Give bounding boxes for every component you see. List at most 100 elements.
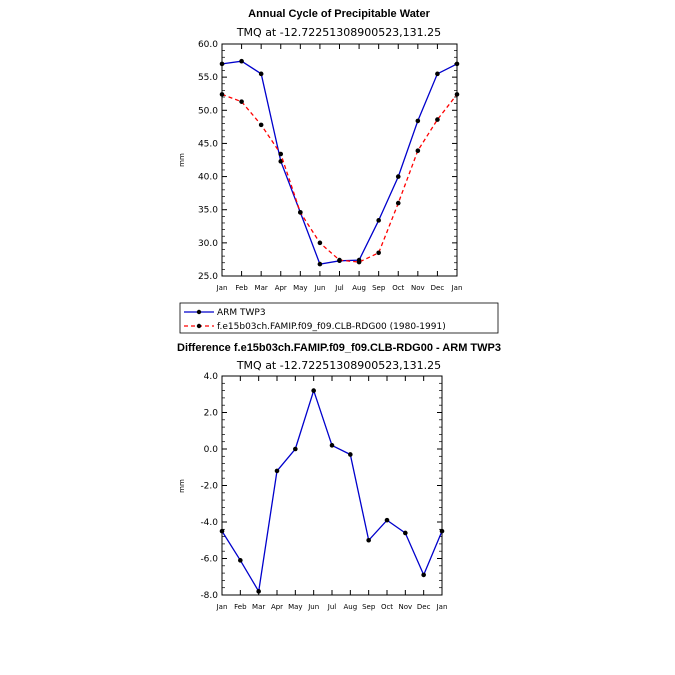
- chart2-ytick-label: -2.0: [200, 482, 218, 492]
- chart2-xtick-label: Jun: [307, 603, 319, 611]
- chart1-series-0-point: [376, 218, 381, 223]
- chart2-xtick-label: Dec: [417, 603, 431, 611]
- chart1-series-0-point: [239, 58, 244, 64]
- chart1-series-1-point: [356, 259, 362, 265]
- chart1-series-0-point: [278, 159, 284, 164]
- chart2-xtick-label: Jan: [436, 603, 448, 611]
- chart1-series-0-point: [317, 261, 323, 267]
- chart1-xtick-label: Jul: [334, 284, 344, 292]
- chart1-xtick-label: Feb: [235, 284, 248, 292]
- chart1-xtick-label: Jan: [451, 284, 463, 292]
- chart1-x-axis: Jan Feb Mar Apr May Jun Jul Aug Sep Oct Nov Dec Jan: [216, 44, 463, 292]
- chart1-series-0-point: [258, 71, 264, 77]
- chart1-series-1-point: [239, 99, 244, 104]
- chart1-series-0-point: [415, 118, 421, 124]
- chart1-series-1-point: [415, 148, 421, 154]
- chart2-xtick-label: Jul: [327, 603, 337, 611]
- chart1-series-1-point: [454, 92, 460, 97]
- chart1-xtick-label: Jun: [313, 284, 325, 292]
- chart2-series-0-point: [384, 517, 390, 523]
- chart1-series-0-point: [395, 174, 401, 179]
- chart2-series-line-0: [221, 388, 443, 594]
- chart1-series-line-0: [221, 60, 458, 265]
- legend-label-model: f.e15b03ch.FAMIP.f09_f09.CLB-RDG00 (1980…: [217, 322, 446, 332]
- chart2-y-axis: -8.0 -6.0 -4.0 -2.0 0.0 2.0 4.0: [200, 372, 442, 601]
- chart1-series-1-point: [376, 250, 381, 256]
- chart2-xtick-label: Apr: [271, 603, 283, 611]
- chart1-y-axis: 25.0 30.0 35.0 40.0 45.0 50.0 55.0 60.0: [198, 40, 457, 282]
- chart1-subtitle: TMQ at -12.72251308900523,131.25: [236, 26, 441, 39]
- chart2-xtick-label: Feb: [234, 603, 247, 611]
- chart1-xtick-label: Aug: [352, 284, 366, 292]
- chart1-series-0-point: [435, 71, 440, 77]
- chart1-xtick-label: Dec: [431, 284, 445, 292]
- chart1-xtick-label: May: [293, 284, 307, 292]
- chart1-series-1-point: [317, 240, 323, 246]
- chart2-xtick-label: May: [288, 603, 302, 611]
- chart1-series-0-point: [219, 61, 225, 67]
- chart2-x-axis: Jan Feb Mar Apr May Jun Jul Aug Sep Oct Nov Dec Jan: [216, 376, 448, 611]
- chart1-ytick-label: 35.0: [198, 206, 218, 216]
- chart1-series-0-point: [454, 61, 460, 67]
- chart2-xtick-label: Oct: [381, 603, 393, 611]
- chart2-xtick-label: Mar: [252, 603, 265, 611]
- chart1-ytick-label: 30.0: [198, 239, 218, 249]
- chart1-ytick-label: 45.0: [198, 139, 218, 149]
- chart2-series-0-point: [421, 572, 426, 578]
- chart1-series-1-point: [258, 122, 264, 128]
- chart2-series-0-point: [256, 589, 261, 594]
- chart2-series-0-point: [366, 537, 371, 543]
- chart2-subtitle: TMQ at -12.72251308900523,131.25: [236, 359, 441, 372]
- chart1-ytick-label: 50.0: [198, 106, 218, 116]
- chart2-series: [219, 388, 445, 594]
- chart1-series-1-point: [278, 151, 284, 157]
- chart1-ytick-label: 60.0: [198, 40, 218, 50]
- chart2-series-0-point: [238, 558, 243, 563]
- chart1-ylabel: mm: [178, 153, 186, 167]
- legend-box: [179, 302, 499, 334]
- chart2-ytick-label: 2.0: [204, 409, 219, 419]
- chart2-xtick-label: Aug: [343, 603, 357, 611]
- chart1-series-1-point: [395, 200, 401, 206]
- chart2-title: Difference f.e15b03ch.FAMIP.f09_f09.CLB-…: [177, 342, 501, 354]
- chart1-xtick-label: Oct: [392, 284, 404, 292]
- chart1-xtick-label: Apr: [275, 284, 287, 292]
- chart1-series-1-point: [298, 210, 303, 215]
- chart1-xtick-label: Sep: [372, 284, 386, 292]
- chart1-xtick-label: Jan: [216, 284, 228, 292]
- chart2-series-0-point: [311, 388, 316, 393]
- legend-label-arm: ARM TWP3: [217, 308, 266, 318]
- chart2-ylabel: mm: [178, 479, 186, 493]
- chart1-series-1-point: [337, 257, 342, 263]
- chart1-plot-area: [221, 43, 458, 277]
- chart2-series-0-point: [293, 446, 298, 452]
- chart-difference: Difference f.e15b03ch.FAMIP.f09_f09.CLB-…: [177, 342, 501, 611]
- chart1-xtick-label: Nov: [411, 284, 425, 292]
- chart2-xtick-label: Jan: [216, 603, 228, 611]
- chart1-series-1-point: [219, 92, 225, 97]
- chart2-series-0-point: [329, 443, 335, 448]
- chart1-ytick-label: 55.0: [198, 73, 218, 83]
- chart2-series-0-point: [348, 452, 353, 457]
- chart2-series-0-point: [219, 528, 225, 534]
- chart2-xtick-label: Sep: [362, 603, 376, 611]
- chart2-ytick-label: 0.0: [204, 445, 219, 455]
- chart-annual-cycle: Annual Cycle of Precipitable Water TMQ a…: [178, 8, 499, 334]
- chart2-plot-area: [221, 375, 443, 596]
- chart2-ytick-label: -6.0: [200, 555, 218, 565]
- chart1-ytick-label: 25.0: [198, 272, 218, 282]
- chart1-series-1-point: [435, 117, 440, 122]
- chart1-series: [219, 58, 460, 267]
- chart1-legend: ARM TWP3 f.e15b03ch.FAMIP.f09_f09.CLB-RD…: [179, 302, 499, 334]
- chart1-series-line-1: [221, 93, 458, 263]
- chart1-ytick-label: 40.0: [198, 173, 218, 183]
- chart2-ytick-label: 4.0: [204, 372, 219, 382]
- chart2-ytick-label: -4.0: [200, 518, 218, 528]
- legend-marker-model: [196, 323, 202, 329]
- legend-marker-arm: [196, 309, 202, 315]
- chart2-series-0-point: [274, 468, 280, 474]
- chart2-series-0-point: [439, 528, 445, 534]
- chart1-xtick-label: Mar: [255, 284, 268, 292]
- chart1-title: Annual Cycle of Precipitable Water: [248, 8, 430, 20]
